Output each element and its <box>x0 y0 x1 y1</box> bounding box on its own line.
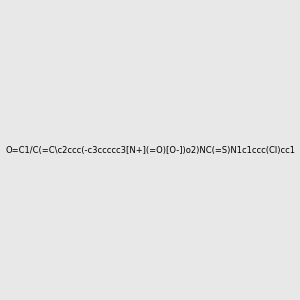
Text: O=C1/C(=C\c2ccc(-c3ccccc3[N+](=O)[O-])o2)NC(=S)N1c1ccc(Cl)cc1: O=C1/C(=C\c2ccc(-c3ccccc3[N+](=O)[O-])o2… <box>5 146 295 154</box>
